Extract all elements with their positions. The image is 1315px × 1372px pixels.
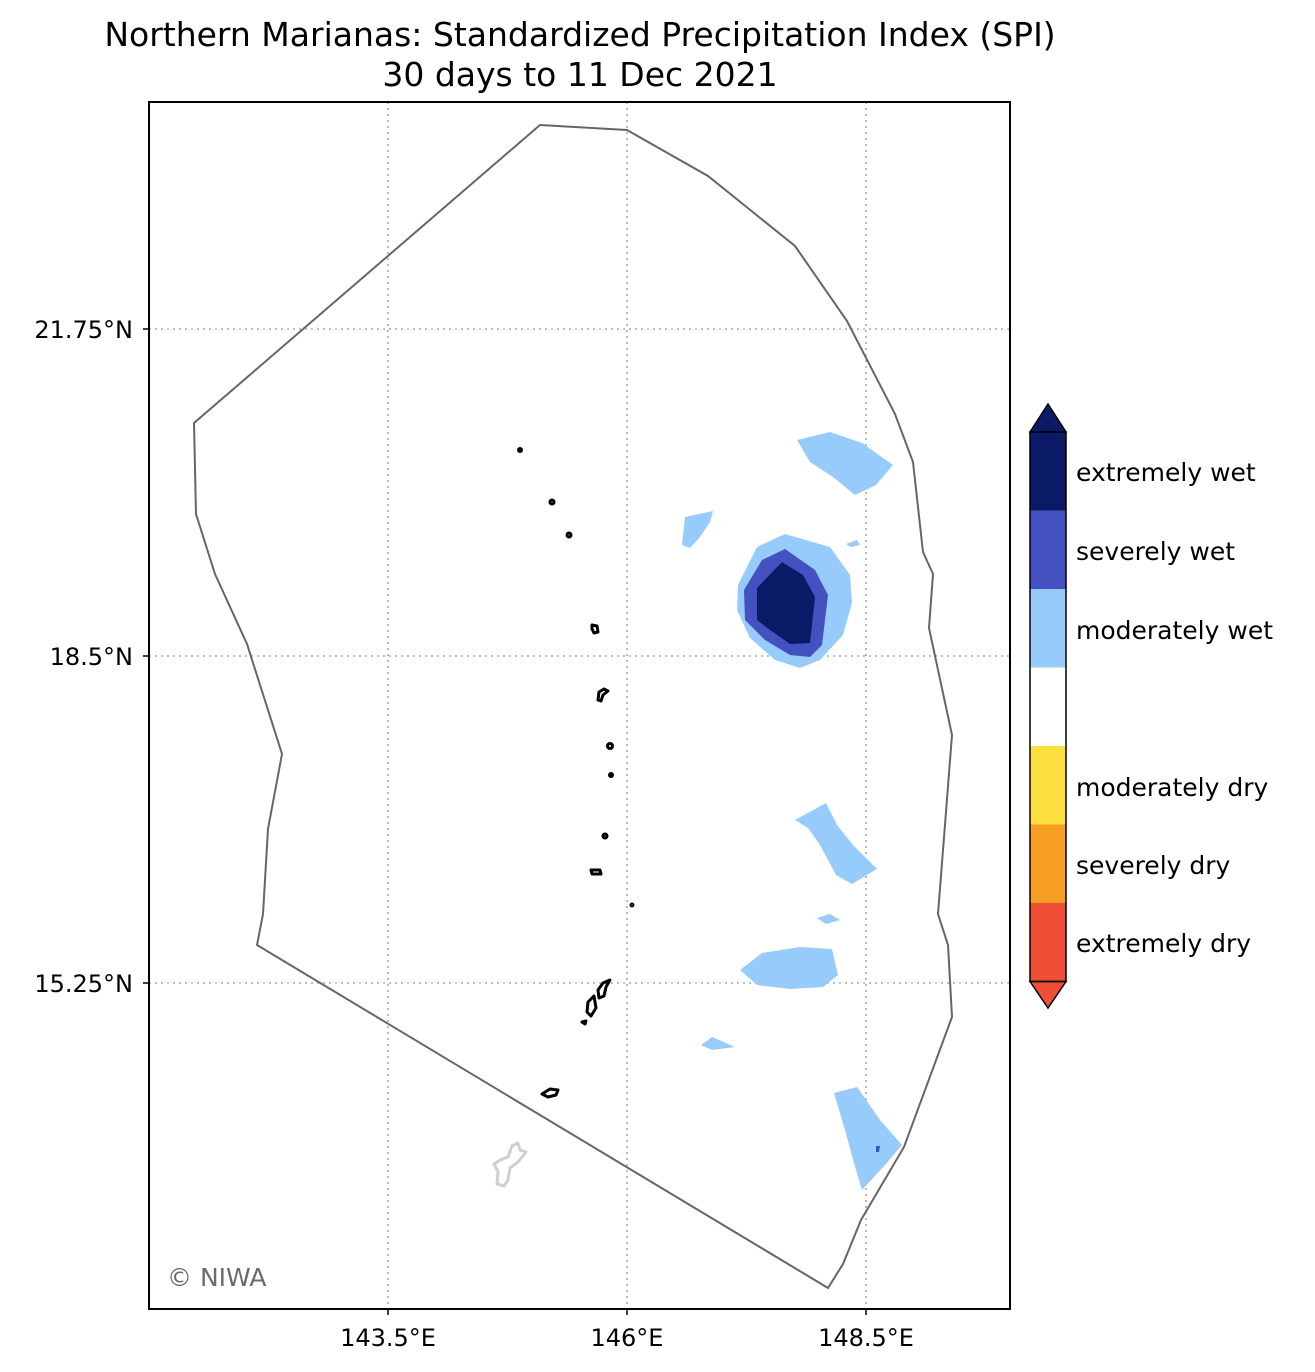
legend-label-extremely-dry: extremely dry <box>1076 929 1251 958</box>
colorbar-swatch <box>1030 432 1066 511</box>
lon-tick-label: 148.5°E <box>818 1324 914 1352</box>
legend-label-extremely-wet: extremely wet <box>1076 458 1256 487</box>
legend-label-severely-dry: severely dry <box>1076 851 1231 880</box>
colorbar-top-arrow <box>1028 402 1068 433</box>
colorbar-swatch <box>1030 589 1066 668</box>
guam-outline <box>492 1141 528 1188</box>
longitude-axis: 143.5°E 146°E 148.5°E <box>340 1309 914 1352</box>
latitude-axis: 21.75°N 18.5°N 15.25°N <box>34 316 149 998</box>
colorbar-swatch <box>1030 510 1066 589</box>
legend-label-severely-wet: severely wet <box>1076 537 1235 566</box>
lon-tick-label: 146°E <box>591 1324 664 1352</box>
eez-boundary <box>192 123 954 1290</box>
lon-tick-label: 143.5°E <box>340 1324 436 1352</box>
legend-label-moderately-wet: moderately wet <box>1076 616 1273 645</box>
spi-moderately-wet-regions <box>682 432 902 1190</box>
spi-extremely-wet-regions <box>757 562 815 644</box>
lat-tick-label: 15.25°N <box>34 970 133 998</box>
map-content: © NIWA <box>149 102 1010 1309</box>
legend-label-moderately-dry: moderately dry <box>1076 773 1269 802</box>
colorbar-swatch <box>1030 903 1066 982</box>
colorbar-swatch <box>1030 667 1066 746</box>
lat-tick-label: 18.5°N <box>50 643 133 671</box>
colorbar-frame <box>1029 431 1067 983</box>
northern-mariana-islands <box>517 447 635 1099</box>
map-title-line1: Northern Marianas: Standardized Precipit… <box>104 15 1055 54</box>
lat-tick-label: 21.75°N <box>34 316 133 344</box>
colorbar-bottom-arrow <box>1028 980 1068 1010</box>
colorbar-swatch <box>1030 746 1066 825</box>
colorbar-swatch <box>1030 824 1066 903</box>
map-title-line2: 30 days to 11 Dec 2021 <box>382 55 777 94</box>
niwa-credit: © NIWA <box>167 1263 266 1292</box>
map-frame <box>148 101 1011 1310</box>
colorbar-legend: extremely wet severely wet moderately we… <box>1028 402 1273 1010</box>
